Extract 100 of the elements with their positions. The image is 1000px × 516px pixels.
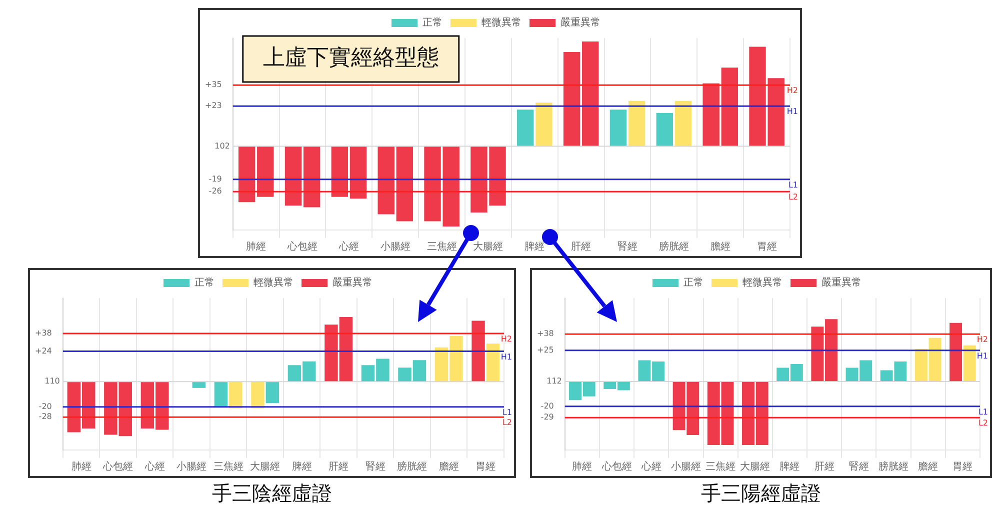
bar [950,322,962,382]
x-tick-label: 小腸經 [176,460,207,473]
bar [192,382,206,388]
x-tick-label: 三焦經 [213,460,244,473]
x-tick-label: 肺經 [71,460,92,473]
bar [721,68,738,146]
x-tick-label: 肝經 [571,242,592,253]
y-tick-label: -20 [540,401,554,410]
legend-label: 輕微異常 [742,276,782,289]
x-tick-label: 腎經 [618,240,638,253]
bar [472,320,485,382]
chart-title: 上虛下實經絡型態 [262,46,439,71]
text: 手三陽經虛證 [700,480,822,507]
bar [378,146,394,214]
bar [702,83,720,146]
text: 102 [214,141,230,150]
ref-line-label: H1 [786,107,798,116]
bar [563,52,580,146]
ref-line-label: L1 [502,408,512,418]
bar [396,146,414,222]
ref-line-label: H1 [976,351,988,360]
bar [266,382,280,404]
y-tick-label: -19 [208,174,222,184]
x-tick-label: 胃經 [952,462,973,473]
x-tick-label: 脾經 [292,460,312,473]
bar [238,146,256,202]
bar [486,344,500,382]
ref-line-label: L2 [502,418,512,428]
x-tick-label: 小腸經 [670,460,701,473]
x-tick-label: 心包經 [286,240,318,253]
x-tick-label: 心包經 [102,460,134,473]
x-tick-label: 膀胱經 [658,240,689,253]
x-tick-label: 膀胱經 [397,460,428,473]
x-tick-label: 膽經 [918,460,938,473]
x-tick-label: 膀胱經 [878,460,909,473]
bar [214,382,228,407]
ref-line-label: H2 [976,335,988,344]
legend-label: 正常 [422,16,442,29]
bar [656,113,674,146]
x-tick-label: 腎經 [365,460,386,473]
legend-label: 嚴重異常 [560,16,600,29]
y-tick-label: +25 [536,345,554,354]
text: 110 [44,376,60,386]
legend-label: 輕微異常 [254,276,294,289]
x-tick-label: 心經 [640,460,662,473]
bar [536,102,552,146]
y-tick-label: +38 [34,328,52,338]
x-tick-label: 心經 [144,460,165,473]
x-tick-label: 脾經 [780,460,800,473]
bar [303,146,320,208]
bar [674,100,692,146]
bar [284,146,302,206]
y-tick-label: -29 [540,412,554,422]
x-tick-label: 大腸經 [473,240,504,253]
x-tick-label: 大腸經 [740,460,770,473]
legend-label: 正常 [684,276,704,289]
ref-line-label: H1 [500,352,512,362]
ref-line-label: H2 [500,334,512,344]
y-tick-label: -28 [38,412,52,422]
x-tick-label: 大腸經 [250,460,280,473]
y-tick-label: -20 [38,402,52,412]
x-tick-label: 心包經 [600,460,632,473]
bar [350,146,367,199]
y-tick-label: +35 [204,80,222,90]
x-tick-label: 脾經 [524,240,545,253]
legend-label: 嚴重異常 [822,276,862,289]
bar [963,345,976,382]
bar [251,382,264,408]
x-tick-label: 心經 [338,240,359,253]
x-tick-label: 胃經 [476,462,496,473]
y-tick-label: -26 [208,186,222,196]
y-tick-label: +23 [204,101,222,110]
ref-line-label: L2 [978,418,988,428]
ref-line-label: L1 [788,180,798,190]
ref-line-label: H2 [786,86,798,96]
bar [610,110,627,146]
legend-label: 正常 [194,276,214,289]
x-tick-label: 胃經 [756,242,777,253]
bar [331,146,348,197]
x-tick-label: 腎經 [848,460,869,473]
bar [517,110,534,146]
bar [229,382,242,408]
y-tick-label: +38 [536,329,554,338]
bar [257,146,274,197]
x-tick-label: 肝經 [328,462,349,473]
x-tick-label: 肝經 [814,462,834,473]
x-tick-label: 三焦經 [426,240,457,253]
text: 112 [546,376,562,386]
x-tick-label: 膽經 [710,240,730,253]
bar [582,41,599,146]
text: 手三陰經虛證 [211,480,333,507]
bar [628,100,646,146]
x-tick-label: 肺經 [246,240,266,253]
x-tick-label: 肺經 [572,460,592,473]
y-tick-label: +24 [34,346,52,356]
ref-line-label: L1 [978,407,988,416]
x-tick-label: 小腸經 [380,240,410,253]
x-tick-label: 三焦經 [706,460,736,473]
ref-line-label: L2 [788,192,798,202]
legend-label: 嚴重異常 [332,276,372,289]
